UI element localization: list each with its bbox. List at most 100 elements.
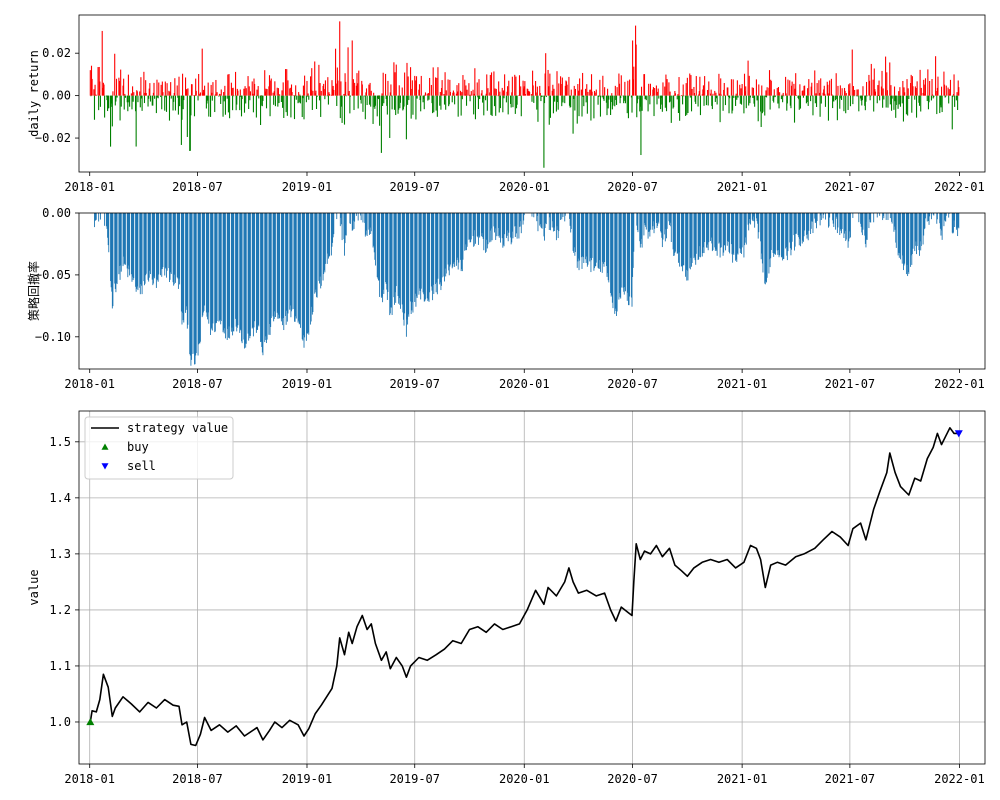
return-bar: [915, 95, 918, 118]
return-bar: [373, 95, 375, 108]
drawdown-bar: [766, 213, 767, 283]
return-bar: [682, 84, 684, 96]
drawdown-bar: [751, 213, 753, 220]
drawdown-bar: [711, 213, 713, 244]
drawdown-bar: [616, 213, 618, 312]
return-bar: [657, 88, 659, 96]
drawdown-bar: [274, 213, 276, 317]
drawdown-bar: [943, 213, 945, 227]
drawdown-bar: [398, 213, 400, 299]
return-bar: [860, 95, 862, 101]
return-bar: [368, 95, 371, 105]
daily-return-frame: [78, 14, 986, 173]
return-bar: [883, 95, 885, 100]
x-tick-label: 2022-01: [934, 772, 985, 786]
return-bar: [583, 95, 585, 107]
return-bar: [901, 95, 903, 104]
return-bar: [689, 73, 691, 96]
drawdown-bar: [920, 213, 922, 247]
drawdown-bar: [464, 213, 466, 251]
return-bar: [835, 73, 837, 96]
return-bar: [489, 92, 491, 96]
drawdown-bar: [760, 213, 762, 260]
return-bar: [826, 81, 828, 96]
return-bar: [289, 87, 291, 96]
return-bar: [827, 84, 829, 96]
return-bar: [861, 95, 863, 106]
return-bar: [177, 95, 179, 98]
return-bar: [776, 87, 778, 96]
return-bar: [832, 95, 834, 109]
return-bar: [364, 95, 366, 120]
drawdown-bar: [462, 213, 464, 260]
return-bar: [170, 82, 172, 96]
return-bar: [532, 85, 534, 96]
drawdown-bar: [918, 213, 920, 251]
return-bar: [254, 83, 256, 96]
drawdown-bar: [264, 213, 266, 340]
return-bar: [929, 80, 931, 96]
return-bar: [419, 95, 421, 101]
x-tick-label: 2022-01: [934, 180, 985, 194]
return-bar: [337, 80, 339, 96]
drawdown-bar: [185, 213, 187, 310]
drawdown-bar: [616, 213, 617, 316]
drawdown-bar: [956, 213, 958, 228]
return-bar: [683, 95, 685, 97]
return-bar: [472, 89, 474, 96]
return-bar: [510, 95, 512, 104]
drawdown-bar: [141, 213, 143, 295]
return-bar: [611, 93, 613, 96]
drawdown-bar: [136, 213, 138, 287]
drawdown-bar: [939, 213, 941, 229]
drawdown-bar: [324, 213, 326, 273]
return-bar: [232, 95, 234, 111]
return-bar: [818, 92, 821, 96]
return-bar: [211, 92, 213, 96]
drawdown-bar: [633, 213, 635, 252]
return-bar: [182, 73, 184, 96]
drawdown-bar: [702, 213, 704, 254]
return-bar: [790, 95, 792, 109]
return-bar: [223, 95, 225, 102]
return-bar: [943, 84, 946, 96]
drawdown-bar: [861, 213, 863, 236]
drawdown-bar: [808, 213, 810, 231]
drawdown-bar: [732, 213, 734, 263]
drawdown-bar: [748, 213, 750, 220]
drawdown-bar: [607, 213, 609, 274]
return-bar: [729, 95, 731, 99]
drawdown-bar: [443, 213, 445, 277]
return-bar: [460, 95, 462, 116]
return-bar: [874, 91, 877, 96]
drawdown-bar: [849, 213, 851, 232]
drawdown-bar: [936, 213, 938, 224]
drawdown-bar: [841, 213, 843, 230]
drawdown-bar: [623, 213, 625, 292]
return-bar: [189, 95, 191, 151]
drawdown-bar: [955, 213, 957, 230]
x-tick-label: 2021-01: [717, 772, 768, 786]
drawdown-bar: [416, 213, 417, 297]
return-bar: [845, 95, 847, 114]
return-bar: [119, 95, 121, 121]
drawdown-bar: [436, 213, 438, 295]
drawdown-bar: [923, 213, 925, 230]
drawdown-bar: [662, 213, 664, 240]
return-bar: [855, 95, 857, 97]
return-bar: [415, 95, 417, 120]
return-bar: [282, 95, 284, 108]
drawdown-bar: [126, 213, 128, 269]
return-bar: [347, 47, 349, 96]
drawdown-bar: [770, 213, 772, 259]
drawdown-bar: [915, 213, 917, 242]
drawdown-bar: [650, 213, 651, 230]
return-bar: [148, 95, 150, 99]
return-bar: [365, 92, 367, 96]
return-bar: [911, 95, 913, 113]
return-bar: [680, 95, 682, 96]
return-bar: [698, 91, 700, 96]
drawdown-bar: [629, 213, 631, 297]
drawdown-bar: [928, 213, 930, 225]
return-bar: [886, 90, 888, 96]
